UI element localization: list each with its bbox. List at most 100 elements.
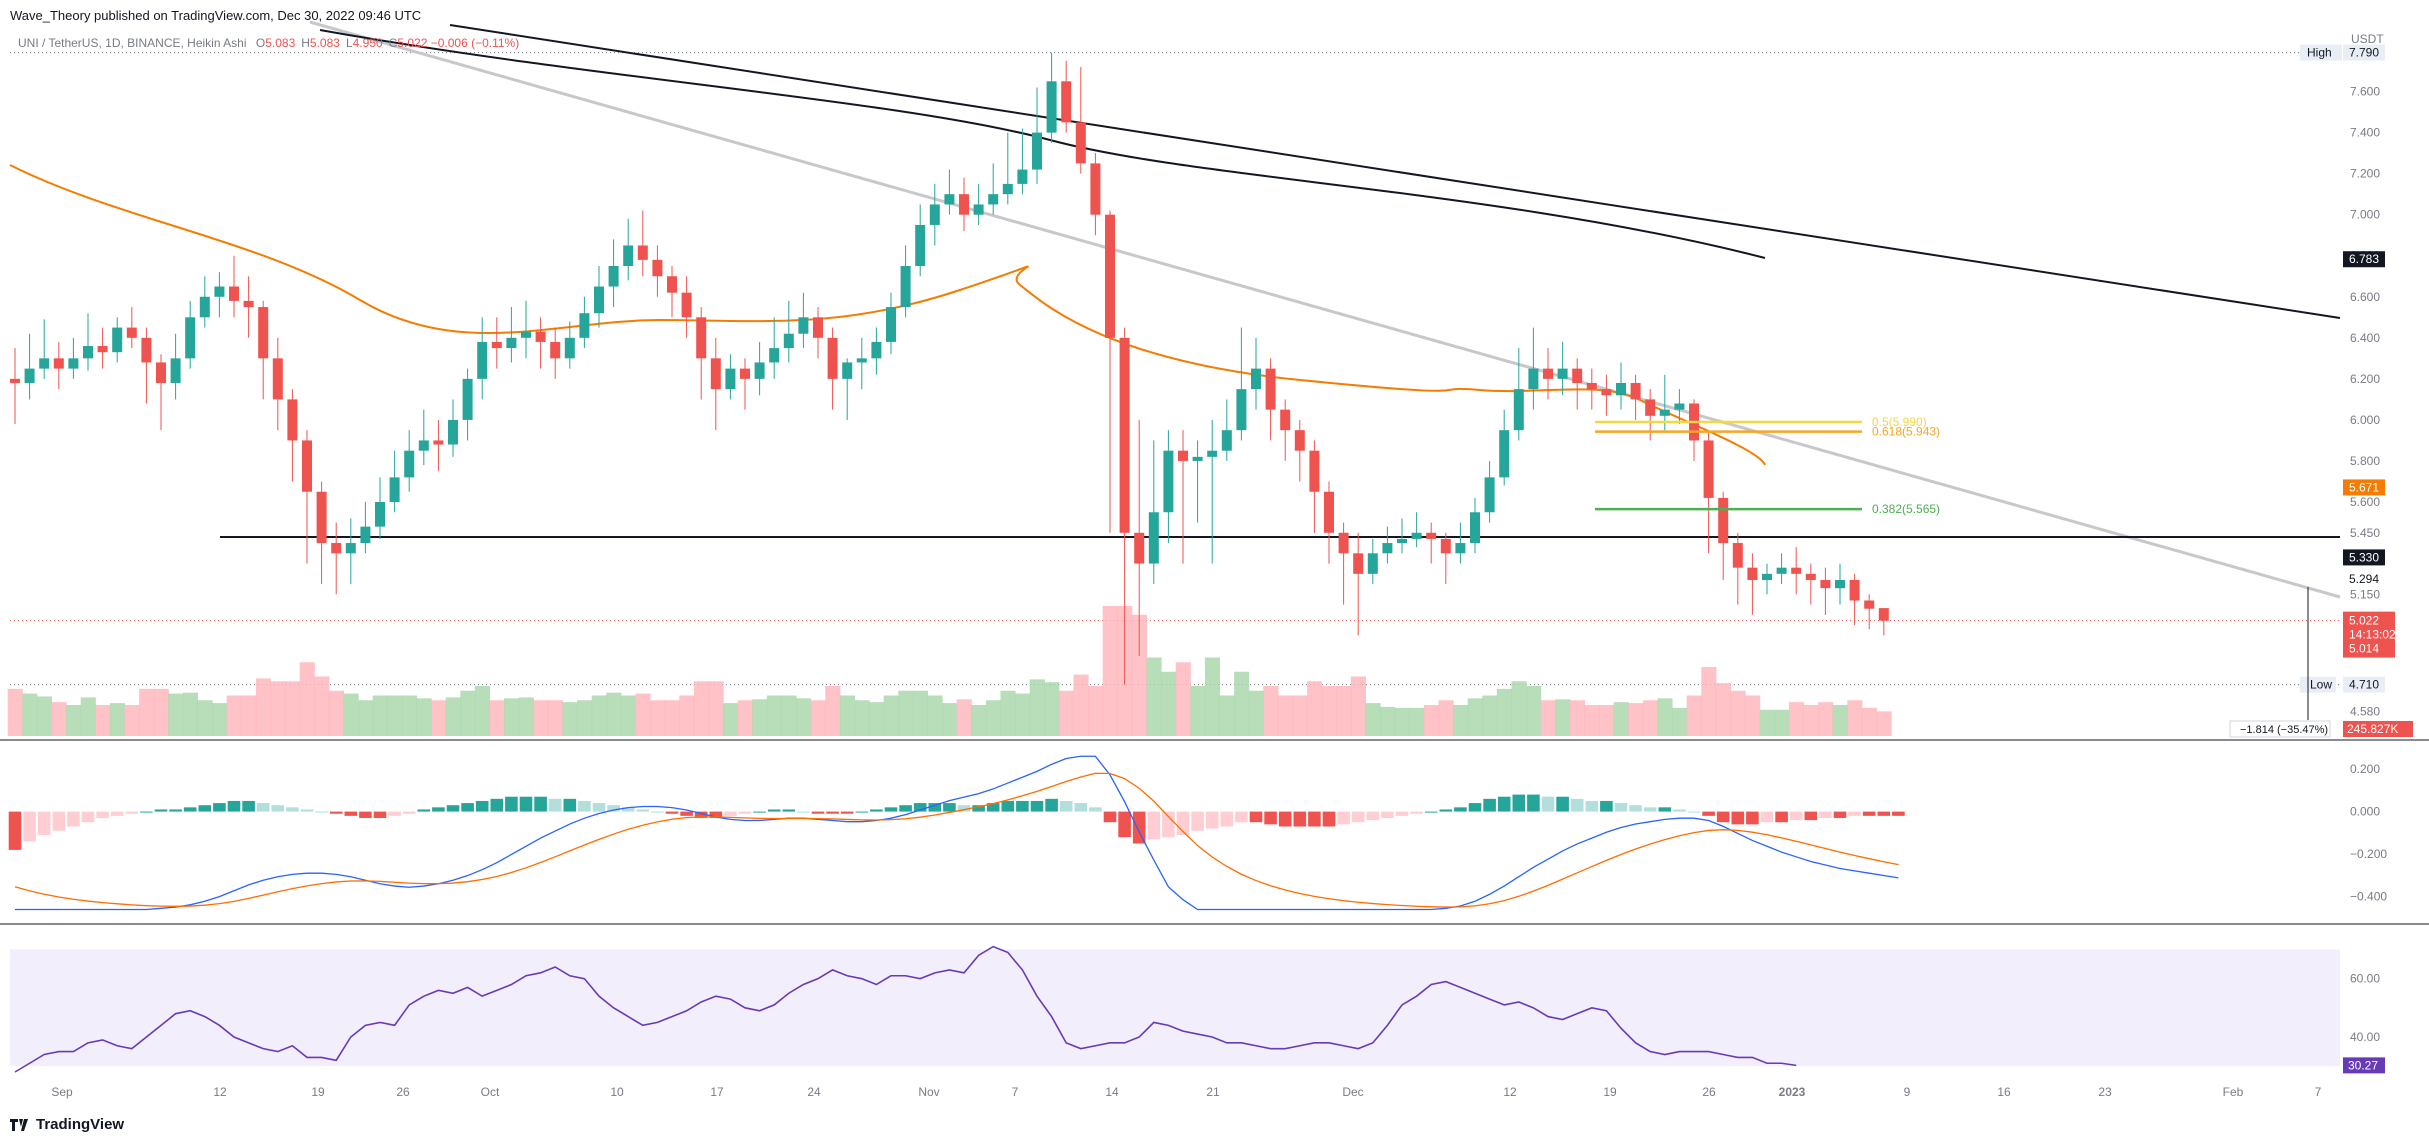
candle-body: [1119, 337, 1130, 533]
volume-bar: [796, 698, 812, 736]
x-tick-label: 7: [2315, 1085, 2322, 1099]
candle-body: [375, 502, 385, 527]
ohlc-key: H: [301, 36, 310, 50]
volume-bar: [825, 686, 841, 736]
candle-body: [681, 292, 692, 318]
volume-bar: [416, 698, 432, 736]
macd-histogram-bar: [636, 809, 650, 812]
ohlc-value: 5.022: [397, 36, 428, 50]
macd-histogram-bar: [67, 811, 80, 827]
candle-body: [214, 286, 225, 297]
volume-bar: [1277, 695, 1293, 736]
candle-body: [1353, 553, 1364, 574]
candle-body: [229, 286, 239, 301]
macd-histogram-bar: [665, 811, 679, 814]
macd-histogram-bar: [1001, 800, 1015, 812]
volume-bar: [606, 692, 622, 736]
last-price-bg: [2343, 611, 2395, 658]
x-tick-label: 21: [1206, 1085, 1220, 1099]
x-tick-label: 19: [1603, 1085, 1617, 1099]
volume-bar: [562, 702, 578, 736]
macd-histogram-bar: [738, 811, 752, 814]
macd-histogram-bar: [1454, 807, 1467, 812]
volume-bar: [1292, 695, 1308, 736]
volume-bar: [358, 700, 374, 736]
time-axis: Sep 12 19 26 Oct 10 17 24 Nov 7 14 21 Dec 12 19 26 2023 9…: [51, 1085, 2321, 1099]
volume-bar: [431, 700, 447, 736]
volume-bar: [1876, 711, 1892, 736]
y-tick-label: 7.200: [2350, 167, 2380, 181]
macd-histogram-bar: [1074, 803, 1088, 812]
macd-histogram-bar: [1249, 811, 1263, 823]
candle-body: [579, 313, 590, 338]
macd-histogram-bar: [1673, 809, 1686, 812]
volume-bar: [577, 700, 593, 736]
signal-line: [14, 772, 1899, 908]
macd-histogram-bar: [972, 805, 985, 812]
candle-body: [1382, 543, 1393, 554]
publish-note: Wave_Theory published on TradingView.com…: [10, 8, 422, 23]
macd-histogram-bar: [1512, 794, 1526, 812]
candle-body: [1338, 532, 1349, 554]
volume-bar: [1350, 676, 1366, 736]
volume-bar: [693, 681, 709, 736]
candle-body: [1265, 368, 1276, 410]
macd-histogram-bar: [534, 796, 547, 812]
macd-histogram-bar: [519, 796, 533, 812]
ema-line: [9, 164, 1766, 466]
volume-bar: [1745, 695, 1761, 736]
candle-body: [1090, 163, 1101, 215]
macd-histogram-bar: [870, 809, 883, 812]
macd-histogram-bar: [154, 809, 168, 812]
ohlc-key: L: [345, 36, 353, 50]
tradingview-logo[interactable]: TradingView: [10, 1116, 124, 1133]
macd-histogram-bar: [1439, 809, 1453, 812]
candle-body: [1820, 579, 1831, 589]
macd-histogram-bar: [490, 798, 504, 812]
macd-histogram-bar: [709, 811, 723, 818]
macd-histogram-bar: [183, 807, 197, 812]
candle-body: [871, 341, 882, 359]
volume-bar: [168, 693, 184, 736]
volume-bar: [1715, 683, 1731, 736]
volume-bar: [197, 700, 213, 736]
macd-histogram-bar: [1468, 803, 1482, 812]
volume-area: [7, 606, 1892, 736]
candle-body: [506, 337, 517, 349]
candle-body: [1659, 409, 1670, 416]
x-tick-label: 24: [807, 1085, 821, 1099]
x-tick-label: 12: [1503, 1085, 1517, 1099]
volume-bar: [343, 693, 359, 736]
candle-body: [477, 341, 488, 379]
candle-body: [1484, 477, 1495, 513]
macd-histogram-bar: [446, 805, 460, 812]
macd-histogram-bar: [1322, 811, 1336, 827]
ohlc-values: O5.083 H5.083 L4.950 C5.022: [250, 36, 428, 50]
candle-body: [1148, 512, 1159, 564]
macd-histogram-bar: [1862, 811, 1876, 816]
macd-histogram-bar: [359, 811, 372, 818]
x-tick-label: 7: [1012, 1085, 1019, 1099]
support-value-label: 5.294: [2349, 572, 2379, 586]
volume-bar: [1263, 686, 1279, 736]
ema-price-label-bg: [2343, 479, 2385, 496]
candle-body: [389, 477, 400, 502]
tradingview-icon: [10, 1118, 28, 1131]
volume-bar: [1394, 707, 1410, 736]
candle-body: [418, 440, 429, 451]
candle-body: [462, 378, 473, 420]
macd-histogram-bar: [1366, 811, 1380, 821]
y-tick-label: 5.450: [2350, 526, 2380, 540]
x-tick-label: Sep: [51, 1085, 73, 1099]
candle-body: [988, 194, 999, 205]
x-tick-label: 12: [213, 1085, 227, 1099]
candle-body: [404, 450, 415, 478]
macd-histogram-bar: [52, 811, 66, 831]
candle-body: [1178, 450, 1188, 461]
macd-histogram-bar: [344, 811, 358, 816]
macd-histogram-bar: [753, 811, 766, 813]
macd-histogram-bar: [1629, 805, 1642, 812]
macd-histogram-bar: [23, 811, 36, 842]
candle-body: [68, 358, 79, 369]
